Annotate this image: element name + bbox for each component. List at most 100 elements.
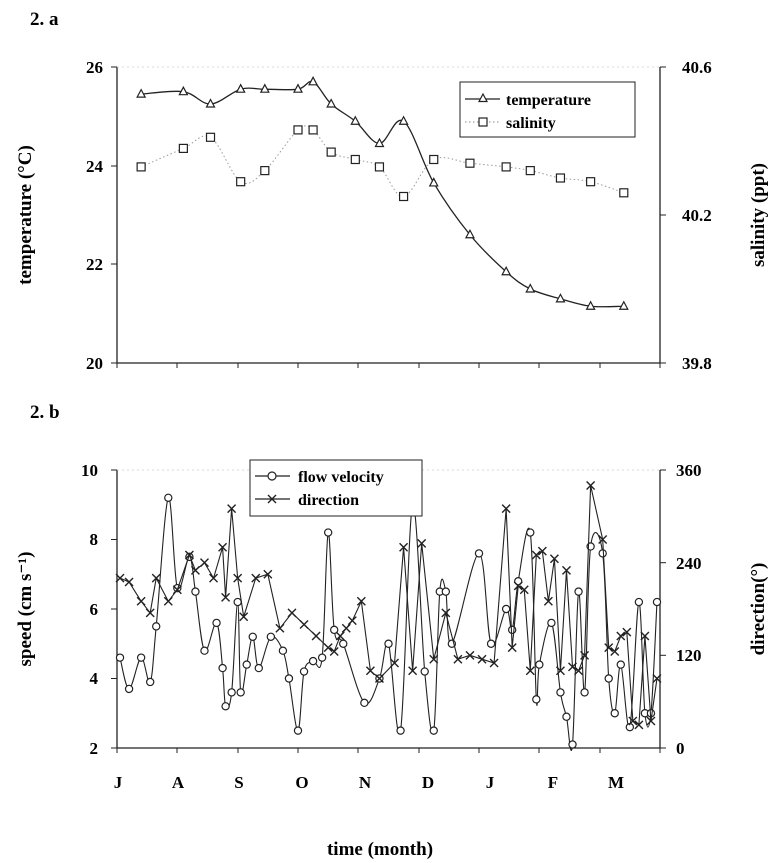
flow-velocity-point [474,549,484,558]
panel-b-bottom-ticks [116,748,661,753]
flow-velocity-point [562,712,571,721]
flow-velocity-point [212,618,221,628]
salinity-point [136,162,146,172]
panel-b-left-ticks [111,469,117,749]
legend-direction-label: direction [298,492,359,509]
panel-a-label: 2. a [30,9,59,30]
flow-velocity-point [384,639,393,648]
panel-b-rtick-360: 360 [676,461,702,480]
legend-triangle-icon [478,92,488,103]
temperature-point [398,115,409,125]
salinity-point [350,154,360,165]
flow-velocity-point [514,577,523,586]
flow-velocity-point [227,688,236,697]
flow-velocity-point [610,709,619,718]
direction-point [356,596,366,606]
direction-point [209,573,219,583]
direction-point [555,666,565,676]
panel-b-ytick-2: 2 [90,739,99,758]
direction-point [652,674,662,683]
direction-point [399,542,409,552]
direction-point [311,631,321,641]
direction-point [374,674,384,683]
panel-a-rtick-40-2: 40.2 [682,206,712,225]
panel-a-ytick-22: 22 [86,255,103,274]
direction-point [543,596,553,606]
direction-point [145,608,155,618]
panel-b-ytick-10: 10 [81,461,98,480]
salinity-point [525,166,535,176]
salinity-point [178,143,188,153]
flow-velocity-point [145,677,155,687]
direction-point [251,573,261,583]
month-label-a: A [172,773,185,792]
temperature-point [555,293,566,303]
salinity-series [136,125,629,202]
direction-point [531,550,541,560]
flow-velocity-point [598,549,607,558]
direction-point [163,596,173,606]
panel-b-ylabel-right: direction(°) [748,563,769,656]
legend-square-icon [478,117,488,127]
flow-velocity-point [284,674,294,683]
salinity-point [374,162,385,172]
flow-velocity-point [580,688,589,697]
flow-velocity-point [278,646,288,655]
panel-a-legend: temperature salinity [459,81,636,138]
flow-velocity-point [652,597,662,607]
flow-velocity-line [119,497,658,751]
direction-point [477,654,487,664]
temperature-point [464,228,475,239]
direction-point [263,569,273,579]
panel-a-ytick-20: 20 [86,354,103,373]
direction-point [646,716,656,726]
temperature-point [136,88,147,98]
direction-point [616,631,626,641]
direction-point [525,666,535,676]
direction-point [453,654,463,664]
direction-point [233,573,243,583]
flow-velocity-point [339,639,348,648]
flow-velocity-point [441,587,451,596]
salinity-point [465,158,475,168]
month-label-j1: J [114,773,123,792]
salinity-point [293,125,303,135]
month-label-n: N [359,773,372,792]
flow-velocity-point [568,740,577,749]
flow-velocity-point [535,660,544,669]
direction-point [136,596,146,606]
flow-velocity-point [191,587,200,596]
flow-velocity-point [604,674,613,683]
panel-b-ylabel: speed (cm s⁻¹) [15,552,36,667]
flow-velocity-point [486,639,496,648]
direction-point [365,666,375,676]
flow-velocity-point [200,646,209,655]
flow-velocity-point [634,597,644,607]
direction-point [513,581,523,591]
direction-point [218,542,228,552]
direction-point [489,658,499,668]
direction-point [347,616,357,626]
flow-velocity-point [317,653,327,662]
flow-velocity-point [308,656,318,666]
direction-point [574,666,584,676]
flow-velocity-point [547,618,556,628]
panel-b-ytick-6: 6 [90,600,99,619]
panel-a-right-ticks [660,66,666,364]
salinity-point [398,191,409,202]
direction-point [561,565,571,575]
direction-point [239,612,249,622]
direction-point [323,643,333,653]
panel-a-ylabel-right: salinity (ppt) [748,163,769,267]
salinity-point [260,166,270,176]
temperature-point [585,300,596,310]
temperature-point [326,98,337,108]
month-label-s: S [234,773,243,792]
direction-point [275,623,285,633]
temperature-point [178,85,189,96]
direction-point [184,550,194,560]
direction-point [199,558,209,568]
temperature-point [374,137,385,148]
direction-point [586,480,596,490]
flow-velocity-point [266,632,276,642]
